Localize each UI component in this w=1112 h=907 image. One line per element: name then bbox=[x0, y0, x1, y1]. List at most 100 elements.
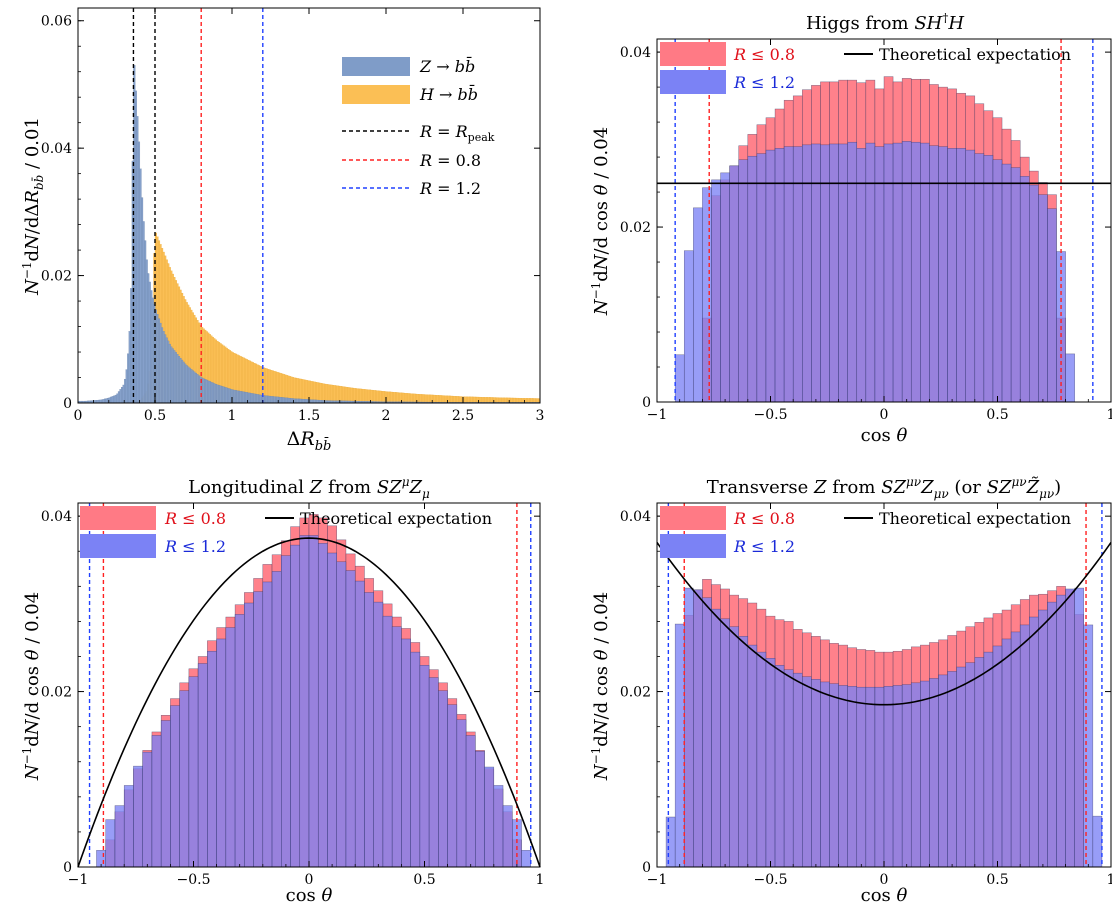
bar bbox=[702, 597, 712, 868]
bar bbox=[391, 626, 402, 868]
bar bbox=[920, 680, 930, 868]
x-tick-label: 0.5 bbox=[986, 407, 1008, 423]
x-ticks: −1 −0.5 0 0.5 1 bbox=[647, 503, 1112, 888]
bar bbox=[729, 626, 739, 868]
legend-swatch bbox=[660, 506, 726, 530]
bar bbox=[1001, 163, 1012, 403]
bar bbox=[829, 683, 839, 868]
bar bbox=[792, 146, 803, 403]
y-tick-label: 0 bbox=[642, 395, 651, 411]
bar bbox=[1056, 594, 1066, 868]
y-tick-label: 0.06 bbox=[41, 14, 72, 30]
bar bbox=[965, 662, 976, 868]
bar bbox=[419, 665, 430, 868]
bar bbox=[188, 676, 199, 868]
bar bbox=[874, 686, 885, 868]
bar bbox=[910, 141, 921, 403]
legend-item-r12: R ≤ 1.2 bbox=[660, 70, 795, 94]
bar bbox=[847, 686, 858, 868]
bar bbox=[992, 645, 1003, 868]
legend-swatch bbox=[660, 534, 726, 558]
bar bbox=[720, 172, 730, 403]
bar bbox=[683, 587, 694, 868]
bar bbox=[1065, 353, 1075, 403]
y-tick-label: 0 bbox=[642, 860, 651, 876]
bar bbox=[456, 719, 467, 868]
x-tick-label: 3 bbox=[536, 408, 545, 424]
x-tick-label: −1 bbox=[647, 872, 668, 888]
x-tick-label: −1 bbox=[68, 872, 89, 888]
legend-label: R = Rpeak bbox=[419, 122, 495, 144]
bar bbox=[475, 750, 485, 868]
legend-label: Theoretical expectation bbox=[300, 509, 492, 528]
theory-curve bbox=[77, 537, 541, 868]
x-axis-label: cos θ bbox=[861, 425, 908, 446]
x-tick-label: 1 bbox=[228, 408, 237, 424]
theory-line bbox=[656, 542, 1112, 706]
bar bbox=[956, 666, 966, 868]
bar bbox=[738, 159, 749, 403]
cone-size-lines bbox=[667, 503, 1103, 867]
bar bbox=[693, 589, 703, 868]
legend: Z → bb̄ H → bb̄ R = Rpeak R = 0.8 R = 1.… bbox=[342, 55, 495, 198]
bar bbox=[114, 805, 125, 868]
y-tick-label: 0.04 bbox=[41, 509, 72, 525]
legend-item-r08: R ≤ 0.8 bbox=[660, 506, 795, 530]
bar bbox=[747, 644, 758, 868]
bar bbox=[920, 142, 930, 403]
bar bbox=[820, 681, 830, 868]
bar bbox=[783, 669, 794, 868]
bar bbox=[364, 592, 374, 868]
y-tick-label: 0 bbox=[63, 396, 72, 412]
bar bbox=[674, 623, 685, 868]
bar bbox=[774, 665, 785, 868]
bar bbox=[938, 146, 948, 403]
legend-label: R = 0.8 bbox=[419, 151, 481, 170]
panel-higgs: Higgs from SH†H −1 −0.5 0 0.5 1 0 0.02 0.04 co… bbox=[589, 11, 1112, 446]
legend-label: R = 1.2 bbox=[419, 179, 481, 198]
bar bbox=[983, 155, 994, 403]
y-axis-label: N−1dN/d cos θ / 0.04 bbox=[589, 127, 612, 316]
bar bbox=[856, 686, 867, 868]
bar bbox=[1092, 815, 1103, 868]
bar bbox=[170, 705, 180, 868]
bar bbox=[1029, 184, 1039, 403]
legend-label: H → bb̄ bbox=[419, 83, 478, 104]
x-tick-label: 0 bbox=[74, 408, 83, 424]
panel-transverse-z: Transverse Z from SZμνZμν (or SZμνZ̃μν) … bbox=[589, 475, 1112, 906]
theory-curve bbox=[656, 542, 1112, 706]
y-axis-label: N−1dN/dΔRbb̄ / 0.01 bbox=[20, 117, 46, 296]
bar bbox=[1010, 631, 1021, 868]
bar bbox=[683, 250, 694, 403]
legend-item-r-08: R = 0.8 bbox=[342, 151, 481, 170]
bar bbox=[465, 735, 476, 868]
bar bbox=[1019, 624, 1030, 868]
bar bbox=[765, 149, 776, 403]
bar bbox=[1038, 609, 1048, 868]
bar bbox=[847, 141, 858, 403]
bar bbox=[838, 685, 848, 868]
bar bbox=[521, 850, 532, 868]
bar bbox=[892, 142, 903, 403]
bar bbox=[974, 657, 985, 868]
x-tick-label: −1 bbox=[647, 407, 668, 423]
series-r12 bbox=[665, 587, 1103, 868]
cone-size-lines bbox=[674, 39, 1094, 402]
legend-label: R ≤ 0.8 bbox=[164, 509, 226, 528]
bar bbox=[983, 651, 994, 868]
bar bbox=[234, 614, 245, 868]
bar bbox=[947, 671, 957, 868]
legend-swatch bbox=[80, 506, 156, 530]
legend: R ≤ 0.8 R ≤ 1.2 Theoretical expectation bbox=[660, 42, 1071, 94]
histogram-bars bbox=[674, 76, 1075, 403]
bar bbox=[447, 704, 458, 868]
bar bbox=[938, 674, 948, 868]
histogram-bars bbox=[665, 579, 1103, 868]
y-tick-label: 0.04 bbox=[41, 141, 72, 157]
bar bbox=[1019, 176, 1030, 403]
x-tick-label: 0.5 bbox=[413, 872, 435, 888]
x-tick-label: 1 bbox=[1107, 872, 1112, 888]
bar bbox=[711, 179, 721, 403]
bar bbox=[354, 580, 365, 868]
y-ticks: 0 0.02 0.04 bbox=[620, 45, 1111, 411]
